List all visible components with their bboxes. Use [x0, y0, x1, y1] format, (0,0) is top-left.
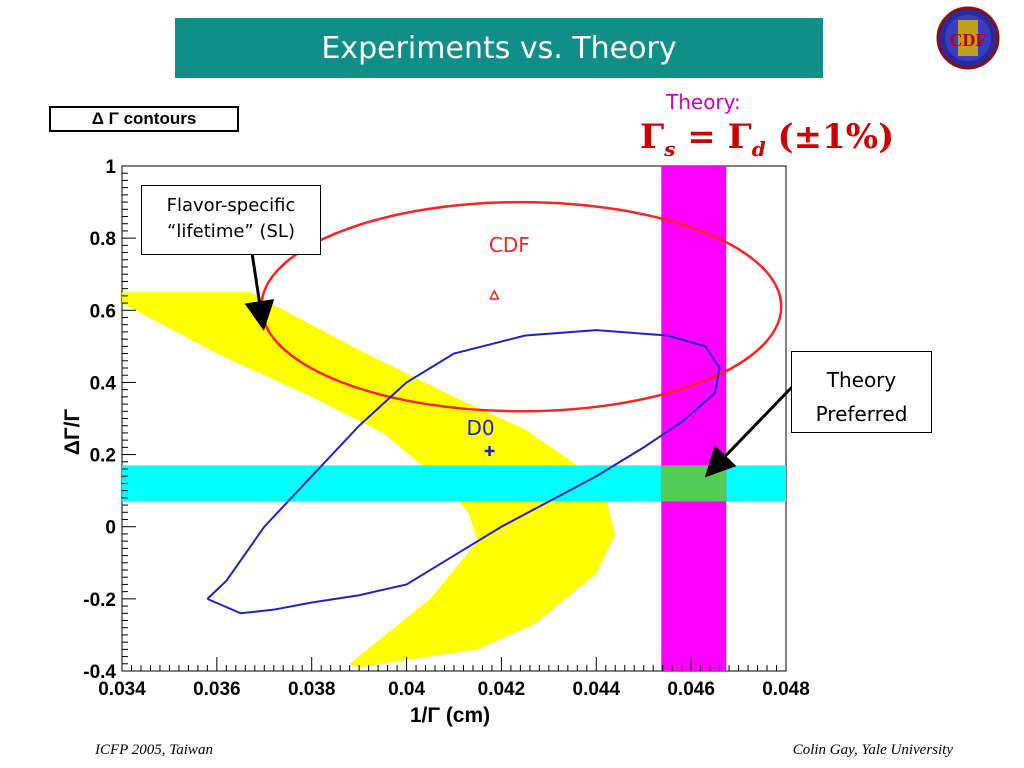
- note-flavor-line2: “lifetime” (SL): [167, 221, 295, 242]
- theory-x-band: [661, 166, 727, 671]
- contour-legend-box: Δ Γ contours: [49, 106, 239, 132]
- y-tick-label: -0.4: [83, 662, 116, 683]
- slide-title: Experiments vs. Theory: [175, 18, 823, 78]
- flavor-specific-note: Flavor-specific “lifetime” (SL): [141, 185, 321, 255]
- x-tick-label: 0.048: [762, 679, 810, 700]
- theory-label: Theory:: [666, 90, 741, 114]
- eq-sub-d: d: [751, 137, 766, 161]
- d0-point-marker: [484, 445, 495, 456]
- y-tick-label: 0.4: [90, 373, 117, 394]
- x-tick-label: 0.042: [478, 679, 526, 700]
- cdf-logo-icon: CDF: [936, 6, 1000, 70]
- x-tick-label: 0.038: [288, 679, 336, 700]
- cdf-point-marker: [489, 289, 500, 300]
- x-tick-label: 0.034: [98, 679, 146, 700]
- eq-sub-s: s: [664, 137, 676, 161]
- x-tick-label: 0.04: [388, 679, 425, 700]
- note-flavor-line1: Flavor-specific: [166, 195, 296, 216]
- y-tick-label: 0: [105, 518, 116, 539]
- logo-text: CDF: [950, 30, 987, 50]
- y-axis-label: ΔΓ/Γ: [61, 409, 84, 456]
- y-tick-label: 0.2: [90, 446, 116, 467]
- note-theory-line2: Preferred: [815, 402, 908, 426]
- flavor-specific-band: [122, 292, 616, 668]
- theory-preferred-note: Theory Preferred: [791, 351, 932, 433]
- eq-gamma-s: Γ: [640, 117, 665, 157]
- x-tick-label: 0.046: [667, 679, 715, 700]
- d0-point-label: D0: [467, 416, 495, 440]
- y-tick-label: 0.6: [90, 301, 116, 322]
- theory-equation: Γs = Γd (±1%): [640, 117, 894, 161]
- footer-right: Colin Gay, Yale University: [792, 742, 953, 758]
- note-theory-line1: Theory: [826, 368, 897, 392]
- y-tick-label: 1: [105, 157, 116, 178]
- eq-tail: (±1%): [765, 117, 895, 157]
- y-tick-label: -0.2: [83, 590, 116, 611]
- cdf-point-label: CDF: [489, 233, 530, 257]
- x-tick-label: 0.036: [193, 679, 241, 700]
- d0-contour: [206, 329, 721, 615]
- x-axis-label: 1/Γ (cm): [410, 704, 490, 727]
- x-tick-label: 0.044: [573, 679, 621, 700]
- theory-overlap-region: [661, 465, 727, 502]
- arrow-flavor: [244, 252, 275, 331]
- y-tick-label: 0.8: [90, 229, 116, 250]
- arrow-theory: [704, 384, 795, 478]
- eq-mid: = Γ: [675, 117, 752, 157]
- footer-left: ICFP 2005, Taiwan: [95, 742, 213, 758]
